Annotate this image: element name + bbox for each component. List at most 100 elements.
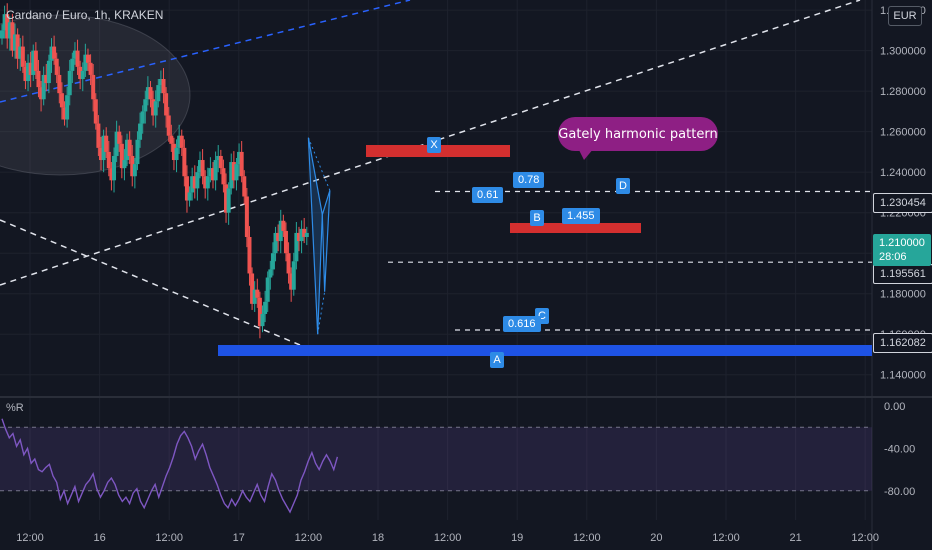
candle-body	[143, 99, 148, 112]
candle-body	[221, 168, 226, 185]
candle-body	[294, 232, 299, 262]
indicator-band-fill	[0, 427, 872, 491]
candle-body	[190, 176, 195, 193]
candle-body	[41, 74, 46, 100]
candle-body	[132, 164, 137, 177]
candle-body	[96, 123, 101, 148]
candle-body	[224, 184, 229, 213]
candle-body	[54, 58, 59, 75]
candle-body	[98, 147, 103, 161]
candle-body	[291, 261, 296, 290]
candle-body	[114, 131, 119, 156]
candle-body	[304, 232, 309, 237]
candle-body	[46, 60, 51, 84]
candle-body	[145, 87, 150, 100]
candle-body	[218, 155, 223, 169]
ratio-label: 0.78	[513, 172, 545, 188]
candle-body	[299, 228, 304, 242]
candle-body	[244, 196, 249, 237]
time-axis-tick: 12:00	[851, 532, 879, 544]
candle-body	[112, 155, 117, 181]
candle-body	[161, 79, 166, 94]
candle-body	[208, 168, 213, 177]
time-axis-tick: 21	[789, 532, 801, 544]
candle-body	[130, 155, 135, 177]
candle-body	[125, 139, 130, 161]
candle-body	[268, 269, 273, 278]
level-price-tag: 1.230454	[873, 193, 932, 213]
candle-body	[247, 237, 252, 274]
indicator-axis-tick: 0.00	[884, 401, 905, 413]
candle-body	[15, 34, 20, 59]
candle-body	[93, 99, 98, 124]
candle-body	[260, 313, 265, 327]
candle-body	[273, 232, 278, 254]
candle-body	[26, 62, 31, 82]
candle-body	[119, 143, 124, 169]
candle-body	[138, 123, 143, 140]
candle-body	[158, 79, 163, 86]
candle-body	[72, 50, 77, 59]
candle-body	[117, 131, 122, 144]
candle-body	[13, 34, 18, 51]
candle-body	[153, 101, 158, 116]
candle-body	[283, 230, 288, 254]
candle-body	[83, 54, 88, 71]
time-axis-tick: 12:00	[573, 532, 601, 544]
candle-body	[200, 160, 205, 177]
candle-body	[18, 46, 23, 59]
pattern-point-x[interactable]: X	[427, 137, 441, 153]
level-price-tag: 1.195561	[873, 264, 932, 284]
candle-body	[104, 135, 109, 152]
candle-body	[0, 30, 4, 39]
price-axis-tick: 1.140000	[880, 370, 926, 382]
time-axis-tick: 12:00	[295, 532, 323, 544]
candle-body	[265, 277, 270, 302]
time-axis-tick: 12:00	[16, 532, 44, 544]
candle-body	[255, 289, 260, 298]
price-axis-tick: 1.180000	[880, 289, 926, 301]
candle-body	[57, 74, 62, 94]
candle-body	[263, 301, 268, 314]
pattern-ratio-line	[317, 291, 326, 335]
symbol-title[interactable]: Cardano / Euro, 1h, KRAKEN	[6, 8, 164, 22]
candle-body	[281, 220, 286, 231]
ratio-label: 0.61	[472, 187, 504, 203]
candle-body	[65, 95, 70, 120]
candle-body	[2, 14, 7, 31]
pattern-point-b[interactable]: B	[530, 210, 544, 226]
candle-body	[203, 176, 208, 189]
candle-body	[70, 58, 75, 71]
candle-body	[101, 135, 106, 161]
pattern-point-a[interactable]: A	[490, 352, 504, 368]
candle-body	[59, 93, 64, 108]
candle-body	[184, 176, 189, 201]
indicator-axis-tick: -80.00	[884, 486, 915, 498]
candle-body	[140, 111, 145, 124]
pattern-triangle	[307, 137, 323, 335]
williams-r-line	[1, 418, 339, 514]
pattern-triangle	[321, 190, 331, 292]
current-price-tag: 1.210000 28:06	[873, 234, 931, 266]
currency-button[interactable]: EUR	[888, 6, 922, 26]
candle-body	[62, 107, 67, 120]
candle-body	[179, 135, 184, 148]
candle-body	[278, 220, 283, 242]
pattern-point-d[interactable]: D	[616, 178, 630, 194]
pattern-callout[interactable]: Gately harmonic pattern	[558, 117, 718, 151]
candle-body	[234, 164, 239, 181]
time-axis-tick: 12:00	[434, 532, 462, 544]
candle-body	[135, 139, 140, 165]
candle-body	[174, 147, 179, 161]
candle-body	[216, 155, 221, 161]
candle-body	[85, 54, 90, 63]
candle-body	[296, 232, 301, 242]
williams-r-label[interactable]: %R	[6, 402, 24, 414]
candle-body	[237, 151, 242, 165]
price-axis-tick: 1.300000	[880, 46, 926, 58]
candle-body	[270, 253, 275, 270]
price-axis-tick: 1.240000	[880, 167, 926, 179]
candle-body	[91, 74, 96, 100]
